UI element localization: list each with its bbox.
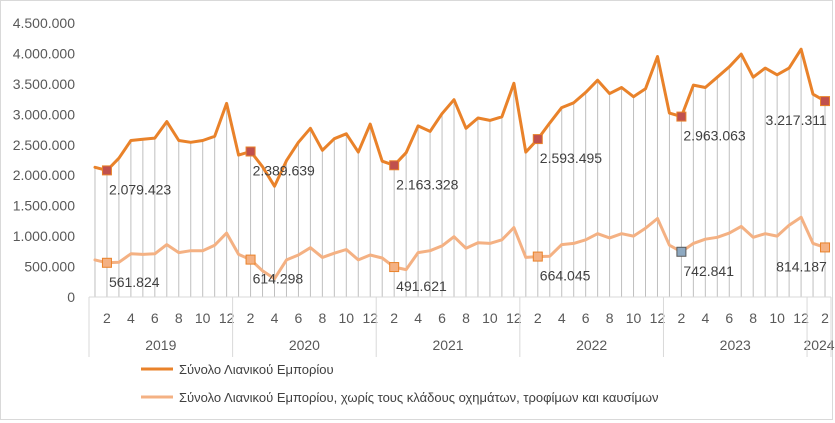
x-year-label: 2024 bbox=[803, 337, 834, 353]
x-month-tick-label: 2 bbox=[678, 310, 686, 326]
x-month-tick-label: 10 bbox=[482, 310, 498, 326]
x-month-tick-label: 10 bbox=[626, 310, 642, 326]
x-month-tick-label: 6 bbox=[438, 310, 446, 326]
x-month-tick-label: 4 bbox=[414, 310, 422, 326]
x-month-tick-label: 12 bbox=[362, 310, 378, 326]
data-marker bbox=[676, 111, 687, 122]
x-month-tick-label: 10 bbox=[769, 310, 785, 326]
data-label: 814.187 bbox=[776, 258, 827, 274]
x-month-tick-label: 8 bbox=[749, 310, 757, 326]
x-month-tick-label: 8 bbox=[318, 310, 326, 326]
data-marker bbox=[820, 242, 831, 253]
x-month-tick-label: 12 bbox=[793, 310, 809, 326]
x-year-label: 2021 bbox=[432, 337, 463, 353]
y-tick-label: 4.000.000 bbox=[13, 45, 75, 61]
data-label: 664.045 bbox=[540, 268, 591, 284]
series-markers bbox=[101, 96, 831, 273]
data-label: 2.389.639 bbox=[253, 162, 315, 178]
y-tick-label: 1.500.000 bbox=[13, 198, 75, 214]
x-month-tick-label: 2 bbox=[390, 310, 398, 326]
data-marker bbox=[245, 254, 256, 265]
data-marker bbox=[389, 160, 400, 171]
x-month-tick-label: 12 bbox=[650, 310, 666, 326]
data-labels: 2.079.423 2.389.639 2.163.328 2.593.495 2.96… bbox=[109, 112, 827, 294]
data-marker bbox=[676, 246, 687, 257]
x-month-tick-label: 2 bbox=[534, 310, 542, 326]
legend-label-core: Σύνολο Λιανικού Εμπορίου, χωρίς τους κλά… bbox=[179, 390, 659, 405]
data-label: 2.163.328 bbox=[396, 176, 458, 192]
x-month-tick-label: 8 bbox=[462, 310, 470, 326]
data-marker bbox=[820, 96, 831, 107]
x-month-tick-label: 6 bbox=[295, 310, 303, 326]
legend-label-total: Σύνολο Λιανικού Εμπορίου bbox=[179, 362, 334, 377]
x-month-tick-label: 8 bbox=[606, 310, 614, 326]
data-label: 2.079.423 bbox=[109, 181, 171, 197]
data-marker bbox=[101, 165, 112, 176]
x-month-tick-label: 12 bbox=[506, 310, 522, 326]
x-month-tick-label: 4 bbox=[558, 310, 566, 326]
data-label: 614.298 bbox=[253, 271, 304, 287]
y-tick-label: 2.500.000 bbox=[13, 137, 75, 153]
x-year-label: 2019 bbox=[145, 337, 176, 353]
x-year-label: 2022 bbox=[576, 337, 607, 353]
x-month-tick-label: 8 bbox=[175, 310, 183, 326]
x-month-tick-label: 2 bbox=[103, 310, 111, 326]
x-month-tick-label: 6 bbox=[151, 310, 159, 326]
y-tick-label: 2.000.000 bbox=[13, 167, 75, 183]
legend: Σύνολο Λιανικού Εμπορίου Σύνολο Λιανικού… bbox=[141, 362, 659, 405]
x-month-tick-label: 4 bbox=[271, 310, 279, 326]
x-year-label: 2020 bbox=[289, 337, 320, 353]
series-line-core bbox=[93, 215, 827, 281]
drop-lines bbox=[94, 49, 826, 297]
y-tick-label: 500.000 bbox=[24, 259, 75, 275]
data-label: 2.593.495 bbox=[540, 150, 602, 166]
x-month-tick-label: 10 bbox=[339, 310, 355, 326]
series-lines bbox=[93, 47, 827, 281]
x-month-tick-label: 2 bbox=[247, 310, 255, 326]
x-month-tick-label: 6 bbox=[725, 310, 733, 326]
data-label: 491.621 bbox=[396, 278, 447, 294]
y-tick-label: 1.000.000 bbox=[13, 228, 75, 244]
data-marker bbox=[389, 262, 400, 273]
data-label: 2.963.063 bbox=[683, 128, 745, 144]
data-label: 561.824 bbox=[109, 274, 160, 290]
x-month-tick-label: 2 bbox=[821, 310, 829, 326]
x-month-tick-label: 4 bbox=[701, 310, 709, 326]
x-month-tick-label: 6 bbox=[582, 310, 590, 326]
data-marker bbox=[245, 146, 256, 157]
data-label: 742.841 bbox=[683, 263, 734, 279]
data-marker bbox=[532, 251, 543, 262]
data-label: 3.217.311 bbox=[766, 112, 827, 128]
x-month-tick-label: 10 bbox=[195, 310, 211, 326]
y-axis: 0 500.000 1.000.000 1.500.000 2.000.000 2.500… bbox=[13, 15, 76, 305]
x-month-tick-label: 12 bbox=[219, 310, 235, 326]
y-tick-label: 0 bbox=[67, 289, 75, 305]
series-line-total bbox=[93, 47, 827, 188]
x-month-tick-label: 4 bbox=[127, 310, 135, 326]
data-marker bbox=[532, 134, 543, 145]
y-tick-label: 4.500.000 bbox=[13, 15, 75, 31]
y-tick-label: 3.000.000 bbox=[13, 106, 75, 122]
x-year-label: 2023 bbox=[720, 337, 751, 353]
data-marker bbox=[101, 257, 112, 268]
y-tick-label: 3.500.000 bbox=[13, 76, 75, 92]
